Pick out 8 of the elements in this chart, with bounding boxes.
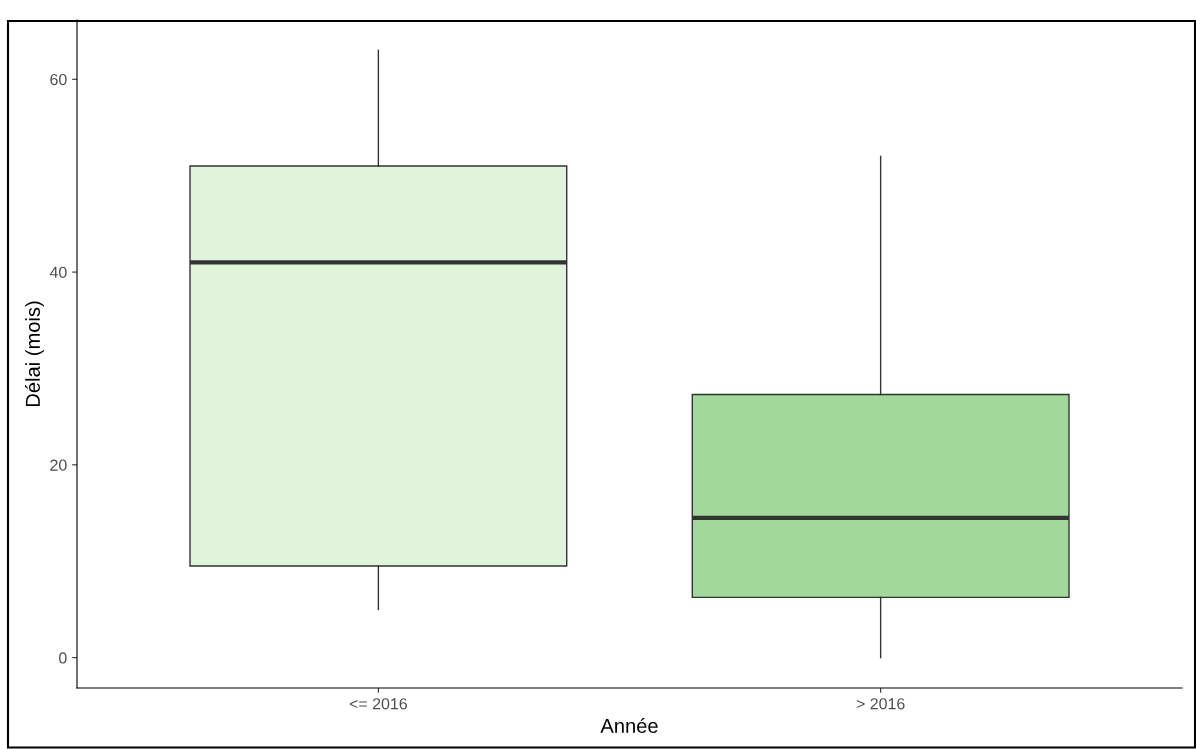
x-tick-label: > 2016 [856,698,905,710]
y-tick-label: 20 [50,459,67,471]
y-axis-title: Délai (mois) [24,301,44,407]
x-tick-label: <= 2016 [349,698,407,710]
y-tick-label: 0 [59,652,67,664]
y-tick-label: 40 [49,266,67,279]
x-axis-title: Année [600,717,658,733]
y-tick-label: 60 [50,73,67,86]
